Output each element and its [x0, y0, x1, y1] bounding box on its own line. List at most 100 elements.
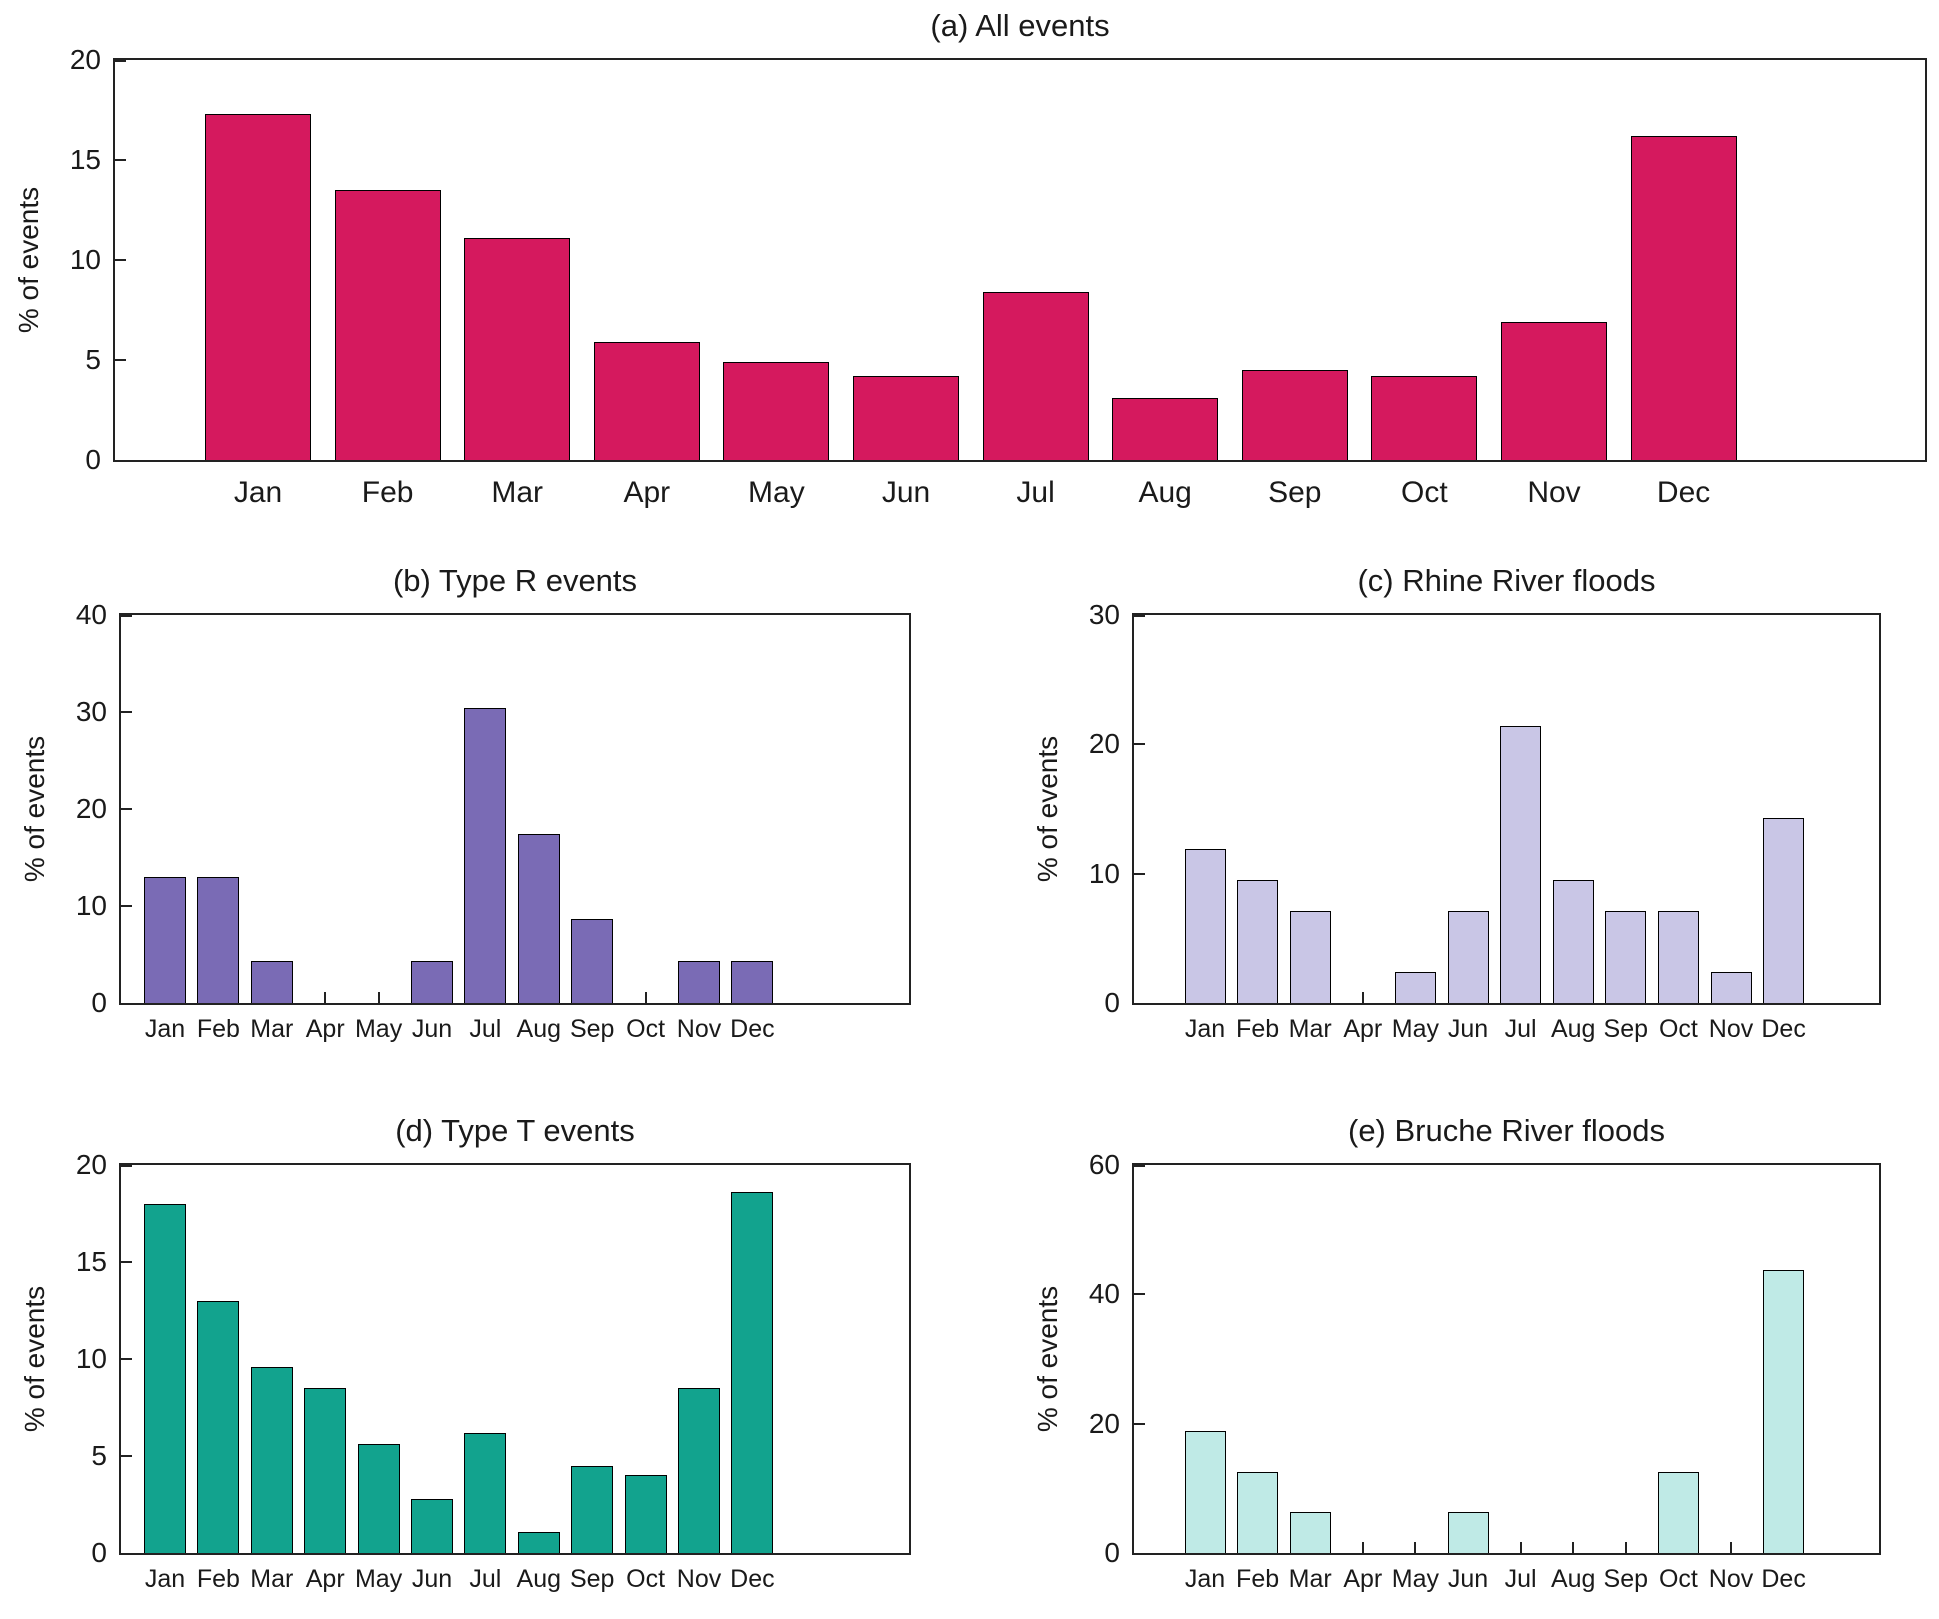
y-tick-mark: [115, 359, 126, 361]
bar-dec: [731, 1192, 774, 1553]
y-tick-mark: [115, 259, 126, 261]
bar-jan: [1184, 1431, 1226, 1553]
bar-jan: [144, 1203, 186, 1553]
y-tick-label: 20: [69, 44, 101, 75]
x-tick-label: May: [1391, 1015, 1440, 1043]
bar-may: [723, 362, 830, 460]
bar-jun: [411, 961, 453, 1003]
y-tick-label: 0: [1104, 1537, 1120, 1568]
x-tick-label: Apr: [305, 1015, 345, 1043]
bar-dec: [1630, 136, 1737, 460]
y-tick-label: 20: [75, 1149, 107, 1180]
x-tick-label: Apr: [623, 476, 671, 509]
x-tick-label: Feb: [361, 476, 414, 509]
bar-mar: [1289, 1512, 1331, 1553]
x-tick-label: Feb: [1236, 1565, 1280, 1593]
x-tick-label: Feb: [196, 1015, 240, 1043]
y-tick-mark: [121, 711, 132, 713]
bar-jan: [1184, 849, 1226, 1003]
x-tick-label: Dec: [1761, 1565, 1806, 1593]
chart-type-r-events: (b) Type R events % of events 0 10 20 30 40 J…: [19, 563, 911, 1043]
y-tick-mark: [115, 60, 126, 62]
y-tick-label: 5: [91, 1440, 107, 1471]
bar-sep: [1241, 370, 1348, 460]
y-tick-label: 0: [91, 987, 107, 1018]
x-tick-label: Dec: [1761, 1015, 1806, 1043]
x-tick-label: Nov: [676, 1015, 722, 1043]
x-tick-label: Jun: [1447, 1015, 1489, 1043]
x-tick-label: Jan: [233, 476, 283, 509]
bar-sep: [571, 1465, 614, 1553]
y-tick-mark: [121, 808, 132, 810]
bar-mar: [464, 238, 571, 460]
x-tick-label: Aug: [1550, 1015, 1596, 1043]
y-tick-label: 20: [1088, 1407, 1120, 1439]
x-tick-label: Apr: [305, 1565, 345, 1593]
x-tick-label: Feb: [196, 1565, 240, 1593]
bar-nov: [678, 1388, 720, 1553]
y-tick-label: 60: [1088, 1149, 1120, 1180]
y-tick-mark: [1134, 1165, 1145, 1167]
bar-sep: [1605, 911, 1647, 1003]
bar-jan: [205, 114, 311, 460]
y-tick-label: 15: [75, 1246, 107, 1277]
bar-oct: [624, 1475, 667, 1553]
x-tick-label: Jul: [1016, 476, 1055, 509]
x-tick-label: Sep: [569, 1565, 615, 1593]
x-tick-label: May: [748, 476, 805, 509]
x-tick-label: Nov: [1708, 1565, 1754, 1593]
y-tick-mark: [1134, 743, 1145, 746]
x-tick-label: Dec: [1656, 476, 1711, 509]
x-tick-label: Mar: [491, 476, 544, 509]
x-tick-label: Jan: [144, 1565, 186, 1593]
y-tick-mark: [121, 1165, 132, 1167]
bar-jun: [411, 1498, 453, 1553]
chart-title: (b) Type R events: [392, 563, 638, 598]
y-axis-label: % of events: [19, 735, 50, 883]
chart-title: (e) Bruche River floods: [1347, 1113, 1666, 1148]
x-tick-label: Oct: [626, 1015, 666, 1043]
y-tick-label: 40: [75, 599, 107, 630]
x-tick-label: Feb: [1236, 1015, 1280, 1043]
x-tick-label: Dec: [730, 1015, 775, 1043]
y-tick-mark: [121, 1455, 132, 1457]
x-tick-label: Aug: [1550, 1565, 1596, 1593]
x-tick-label: Aug: [516, 1565, 562, 1593]
bar-oct: [1657, 1472, 1699, 1553]
x-tick-label: Jan: [1184, 1015, 1226, 1043]
y-axis-label: % of events: [1032, 735, 1063, 883]
x-tick-label: Jun: [881, 476, 931, 509]
x-tick-label: Nov: [1527, 476, 1581, 509]
bar-mar: [1289, 911, 1331, 1003]
bar-nov: [678, 961, 720, 1003]
x-tick-label: May: [354, 1565, 403, 1593]
x-tick-mark: [1414, 1542, 1417, 1553]
y-tick-mark: [121, 905, 132, 907]
bar-jul: [982, 292, 1089, 460]
x-tick-label: Apr: [1343, 1565, 1383, 1593]
x-tick-label: Jul: [1504, 1565, 1537, 1593]
y-tick-mark: [121, 1261, 132, 1263]
x-tick-mark: [1361, 992, 1364, 1003]
x-tick-label: Jul: [469, 1565, 502, 1593]
x-tick-label: Sep: [569, 1015, 615, 1043]
x-tick-label: Sep: [1268, 476, 1322, 509]
chart-all-events: (a) All events % of events 0 5 10 15 20 Jan Fe…: [13, 8, 1927, 509]
bar-may: [357, 1444, 400, 1553]
y-tick-label: 40: [1088, 1278, 1120, 1310]
bar-oct: [1371, 376, 1478, 460]
x-tick-mark: [1361, 1542, 1364, 1553]
y-tick-mark: [1134, 615, 1145, 617]
chart-bruche-river-floods: (e) Bruche River floods % of events 0 20 4…: [1032, 1113, 1881, 1593]
x-tick-label: Oct: [626, 1565, 666, 1593]
y-tick-label: 10: [75, 1343, 107, 1374]
bar-may: [1394, 971, 1436, 1003]
x-tick-label: Mar: [250, 1565, 294, 1593]
bar-jan: [144, 876, 186, 1003]
x-tick-mark: [1519, 1542, 1522, 1553]
y-tick-mark: [115, 159, 126, 161]
chart-title: (a) All events: [930, 8, 1110, 43]
bar-aug: [1112, 398, 1219, 460]
y-tick-mark: [1134, 1422, 1145, 1425]
x-tick-label: Oct: [1658, 1015, 1698, 1043]
